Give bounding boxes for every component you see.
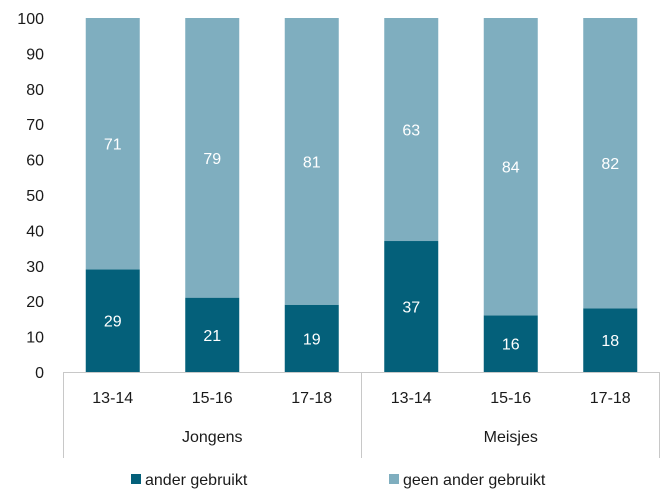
y-tick-label: 0 [35,365,44,382]
x-tick-label: 13-14 [92,390,133,407]
x-tick-label: 17-18 [291,390,332,407]
y-tick-label: 20 [26,294,44,311]
bars: 29 71 21 79 19 81 37 63 16 84 18 82 [85,18,638,372]
x-tick-label: 15-16 [192,390,233,407]
legend: ander gebruikt geen ander gebruikt [131,472,546,489]
group-label: Jongens [182,429,243,446]
data-label: 71 [104,137,122,154]
bar-segment-geen-ander-gebruikt [583,18,638,309]
bar-segment-ander-gebruikt [384,241,439,372]
x-tick-label: 13-14 [391,390,432,407]
y-axis: 0 10 20 30 40 50 60 70 80 90 100 [17,11,44,382]
bar-segment-ander-gebruikt [85,269,140,372]
bar-segment-ander-gebruikt [284,304,339,372]
x-axis: 13-14 15-16 17-18 Jongens 13-14 15-16 17-18 Mei… [63,372,660,458]
group-label: Meisjes [484,429,538,446]
legend-label: ander gebruikt [145,472,248,489]
y-tick-label: 30 [26,259,44,276]
y-tick-label: 60 [26,153,44,170]
data-label: 18 [601,333,619,350]
bar-segment-geen-ander-gebruikt [185,18,240,298]
data-label: 37 [402,300,420,317]
legend-swatch [131,474,141,484]
data-label: 79 [203,151,221,168]
y-tick-label: 40 [26,223,44,240]
bar-segment-geen-ander-gebruikt [284,18,339,305]
y-tick-label: 90 [26,46,44,63]
data-label: 21 [203,328,221,345]
y-tick-label: 100 [17,11,44,28]
data-label: 29 [104,314,122,331]
y-tick-label: 10 [26,330,44,347]
x-tick-label: 17-18 [590,390,631,407]
x-tick-label: 15-16 [490,390,531,407]
y-tick-label: 70 [26,117,44,134]
y-tick-label: 80 [26,82,44,99]
legend-swatch [389,474,399,484]
bar-segment-geen-ander-gebruikt [483,18,538,316]
bar-segment-geen-ander-gebruikt [384,18,439,242]
data-label: 82 [601,156,619,173]
data-label: 81 [303,154,321,171]
data-label: 19 [303,331,321,348]
data-label: 84 [502,160,520,177]
bar-segment-ander-gebruikt [483,315,538,372]
y-tick-label: 50 [26,188,44,205]
bar-segment-ander-gebruikt [185,297,240,372]
data-label: 16 [502,337,520,354]
data-label: 63 [402,123,420,140]
bar-segment-ander-gebruikt [583,308,638,372]
legend-label: geen ander gebruikt [403,472,546,489]
bar-segment-geen-ander-gebruikt [85,18,140,270]
